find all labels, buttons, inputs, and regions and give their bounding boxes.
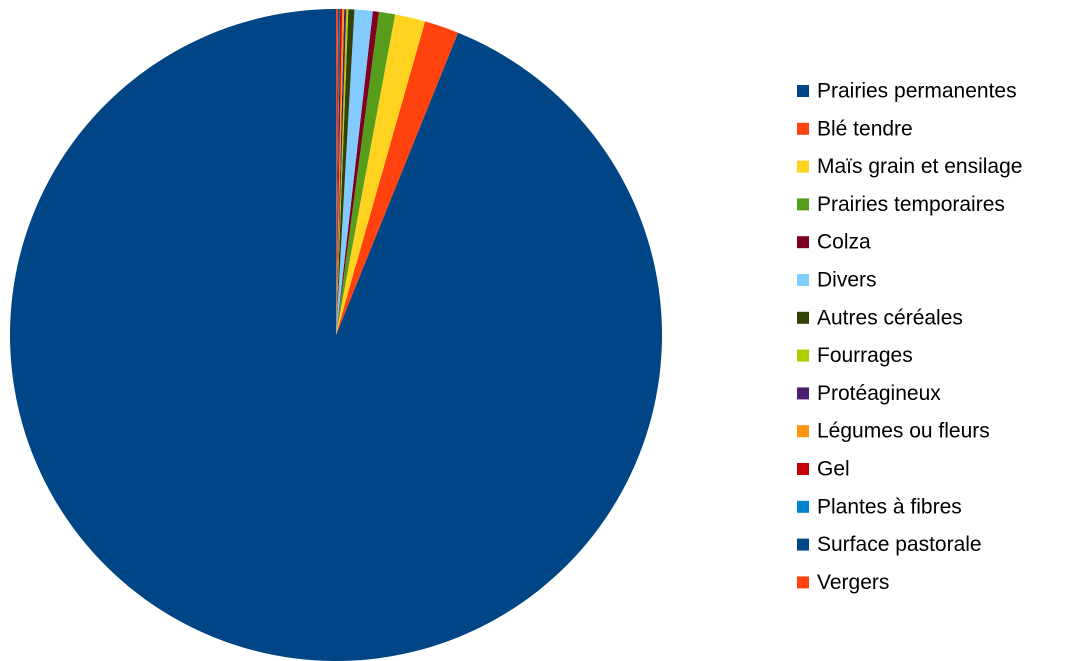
legend-label: Autres céréales <box>817 306 963 329</box>
legend-swatch <box>797 500 809 513</box>
legend-label: Prairies temporaires <box>817 193 1005 216</box>
pie-slice <box>336 9 345 335</box>
legend-label: Légumes ou fleurs <box>817 420 990 443</box>
legend-label: Colza <box>817 231 871 254</box>
pie-slice <box>336 9 347 336</box>
legend-label: Divers <box>817 269 877 292</box>
legend-label: Plantes à fibres <box>817 495 962 518</box>
legend-label: Protéagineux <box>817 382 941 405</box>
legend-swatch <box>797 538 809 551</box>
legend-swatch <box>797 311 809 324</box>
legend-label: Vergers <box>817 571 889 594</box>
pie-slice <box>336 14 426 335</box>
pie-slice <box>336 11 379 335</box>
legend-label: Gel <box>817 458 850 481</box>
legend-swatch <box>797 349 809 362</box>
legend-swatch <box>797 85 809 97</box>
pie-slice <box>336 9 340 336</box>
pie-slice <box>336 9 343 336</box>
legend-swatch <box>797 463 809 475</box>
legend-label: Surface pastorale <box>817 533 982 556</box>
legend-swatch <box>797 198 809 211</box>
legend-swatch <box>797 236 809 249</box>
legend-swatch <box>797 160 809 173</box>
pie-slice <box>336 11 396 335</box>
legend-label: Maïs grain et ensilage <box>817 155 1022 178</box>
pie-slice <box>336 9 341 336</box>
legend-swatch <box>797 122 809 135</box>
legend-label: Blé tendre <box>817 117 913 140</box>
legend-swatch <box>797 425 809 438</box>
pie-slice <box>10 9 662 661</box>
legend-swatch <box>797 274 809 286</box>
pie-slice <box>336 9 339 335</box>
pie-slice <box>336 9 349 335</box>
legend-label: Prairies permanentes <box>817 80 1017 103</box>
legend-swatch <box>797 576 809 589</box>
pie-slice <box>336 21 459 335</box>
legend-label: Fourrages <box>817 344 913 367</box>
pie-slice <box>336 9 373 336</box>
legend-swatch <box>797 387 809 400</box>
pie-slice <box>336 9 355 336</box>
